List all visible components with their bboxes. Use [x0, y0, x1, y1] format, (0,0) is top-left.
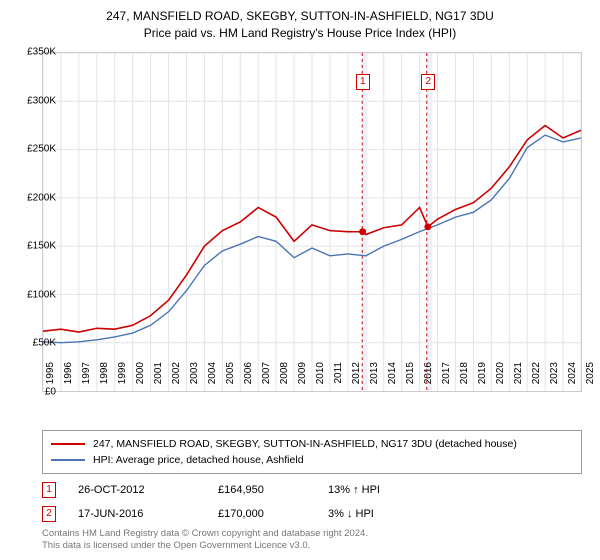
y-tick-label: £100K	[6, 289, 56, 300]
x-tick-label: 1999	[117, 362, 128, 396]
x-tick-label: 2004	[207, 362, 218, 396]
sale-price: £170,000	[218, 508, 328, 520]
x-tick-label: 2021	[513, 362, 524, 396]
x-tick-label: 2017	[441, 362, 452, 396]
y-tick-label: £300K	[6, 95, 56, 106]
x-tick-label: 2007	[261, 362, 272, 396]
sale-price: £164,950	[218, 484, 328, 496]
legend-row-2: HPI: Average price, detached house, Ashf…	[51, 452, 573, 468]
x-tick-label: 2012	[351, 362, 362, 396]
legend-label-price-paid: 247, MANSFIELD ROAD, SKEGBY, SUTTON-IN-A…	[93, 438, 517, 450]
attribution-line-2: This data is licensed under the Open Gov…	[42, 540, 368, 552]
x-tick-label: 2013	[369, 362, 380, 396]
y-tick-label: £200K	[6, 192, 56, 203]
sale-marker: 1	[356, 74, 370, 90]
x-tick-label: 2011	[333, 362, 344, 396]
x-tick-label: 2023	[549, 362, 560, 396]
title-line-1: 247, MANSFIELD ROAD, SKEGBY, SUTTON-IN-A…	[0, 8, 600, 25]
sale-date: 26-OCT-2012	[78, 484, 218, 496]
attribution: Contains HM Land Registry data © Crown c…	[42, 528, 368, 553]
sale-hpi-diff: 13% ↑ HPI	[328, 484, 448, 496]
x-tick-label: 1996	[63, 362, 74, 396]
plot-area	[42, 52, 582, 392]
x-tick-label: 2016	[423, 362, 434, 396]
x-tick-label: 2014	[387, 362, 398, 396]
x-tick-label: 2000	[135, 362, 146, 396]
x-tick-label: 2020	[495, 362, 506, 396]
title-line-2: Price paid vs. HM Land Registry's House …	[0, 25, 600, 42]
x-tick-label: 2008	[279, 362, 290, 396]
chart-container: 247, MANSFIELD ROAD, SKEGBY, SUTTON-IN-A…	[0, 0, 600, 560]
legend-row-1: 247, MANSFIELD ROAD, SKEGBY, SUTTON-IN-A…	[51, 436, 573, 452]
x-tick-label: 2005	[225, 362, 236, 396]
sale-date: 17-JUN-2016	[78, 508, 218, 520]
y-tick-label: £350K	[6, 47, 56, 58]
x-tick-label: 2015	[405, 362, 416, 396]
sale-hpi-diff: 3% ↓ HPI	[328, 508, 448, 520]
x-tick-label: 1998	[99, 362, 110, 396]
x-tick-label: 2009	[297, 362, 308, 396]
legend-swatch-price-paid	[51, 443, 85, 445]
sales-row: 1 26-OCT-2012£164,95013% ↑ HPI	[42, 478, 582, 502]
x-tick-label: 2022	[531, 362, 542, 396]
chart-svg	[43, 53, 581, 391]
x-tick-label: 2019	[477, 362, 488, 396]
x-tick-label: 2001	[153, 362, 164, 396]
x-tick-label: 2002	[171, 362, 182, 396]
sale-badge: 1	[42, 482, 56, 498]
y-tick-label: £250K	[6, 144, 56, 155]
sales-row: 2 17-JUN-2016£170,0003% ↓ HPI	[42, 502, 582, 526]
legend-label-hpi: HPI: Average price, detached house, Ashf…	[93, 454, 304, 466]
x-tick-label: 2010	[315, 362, 326, 396]
x-tick-label: 2018	[459, 362, 470, 396]
x-tick-label: 1995	[45, 362, 56, 396]
sales-table: 1 26-OCT-2012£164,95013% ↑ HPI 2 17-JUN-201…	[42, 478, 582, 526]
sale-marker: 2	[421, 74, 435, 90]
x-tick-label: 2006	[243, 362, 254, 396]
chart-title: 247, MANSFIELD ROAD, SKEGBY, SUTTON-IN-A…	[0, 0, 600, 42]
x-tick-label: 1997	[81, 362, 92, 396]
legend-swatch-hpi	[51, 459, 85, 461]
legend: 247, MANSFIELD ROAD, SKEGBY, SUTTON-IN-A…	[42, 430, 582, 474]
attribution-line-1: Contains HM Land Registry data © Crown c…	[42, 528, 368, 540]
y-tick-label: £150K	[6, 241, 56, 252]
sale-badge: 2	[42, 506, 56, 522]
y-tick-label: £50K	[6, 338, 56, 349]
x-tick-label: 2003	[189, 362, 200, 396]
x-tick-label: 2024	[567, 362, 578, 396]
x-tick-label: 2025	[585, 362, 596, 396]
